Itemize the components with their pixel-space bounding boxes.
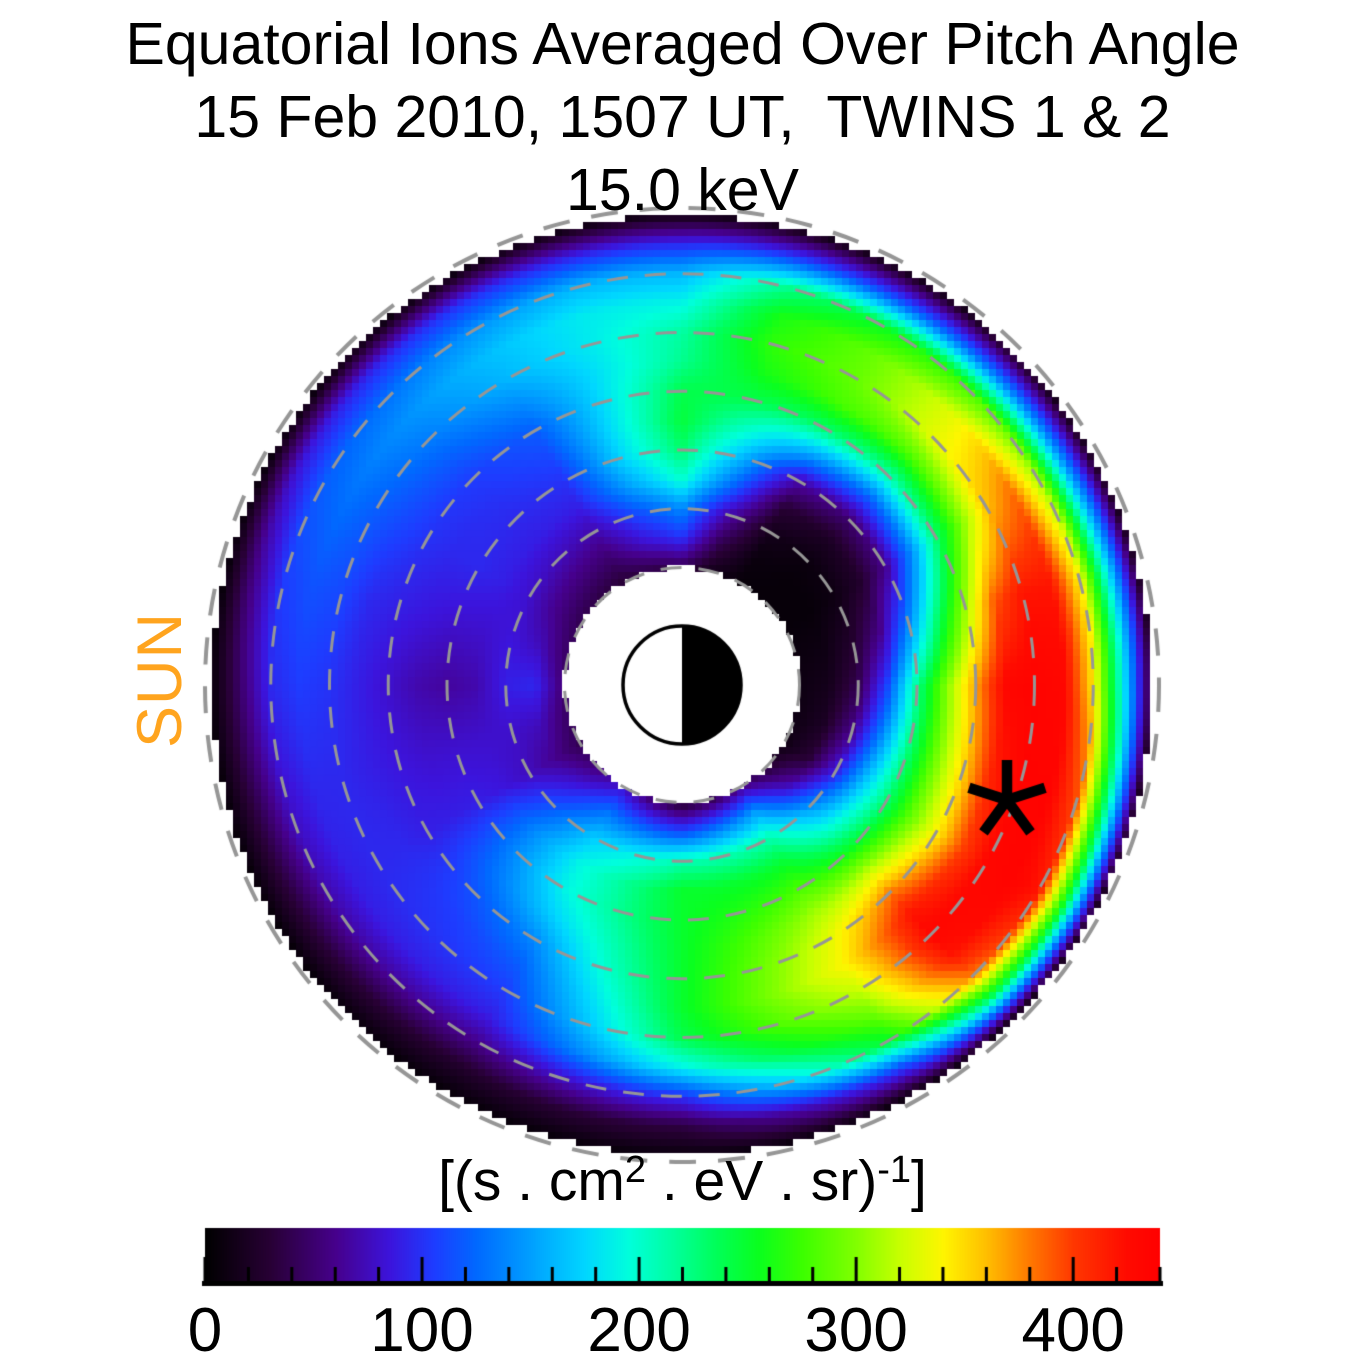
unit-superscript-2: 2 — [624, 1149, 647, 1191]
unit-prefix: [(s . cm — [438, 1149, 625, 1213]
colorbar-tick-0: 0 — [187, 1296, 223, 1365]
title-line-2: 15 Feb 2010, 1507 UT, TWINS 1 & 2 — [194, 84, 1171, 150]
unit-superscript-minus1: -1 — [877, 1149, 912, 1191]
colorbar-tick-400: 400 — [1021, 1296, 1125, 1365]
colorbar-tick-200: 200 — [587, 1296, 691, 1365]
unit-suffix: ] — [911, 1149, 927, 1213]
figure-title-block: Equatorial Ions Averaged Over Pitch Angl… — [0, 8, 1365, 227]
unit-mid: . eV . sr) — [646, 1149, 878, 1213]
colorbar-tick-300: 300 — [804, 1296, 908, 1365]
colorbar-unit-label: [(s . cm2 . eV . sr)-1] — [0, 1148, 1365, 1214]
title-line-1: Equatorial Ions Averaged Over Pitch Angl… — [125, 11, 1240, 77]
title-line-3-energy: 15.0 keV — [566, 157, 799, 223]
colorbar-tick-100: 100 — [370, 1296, 474, 1365]
